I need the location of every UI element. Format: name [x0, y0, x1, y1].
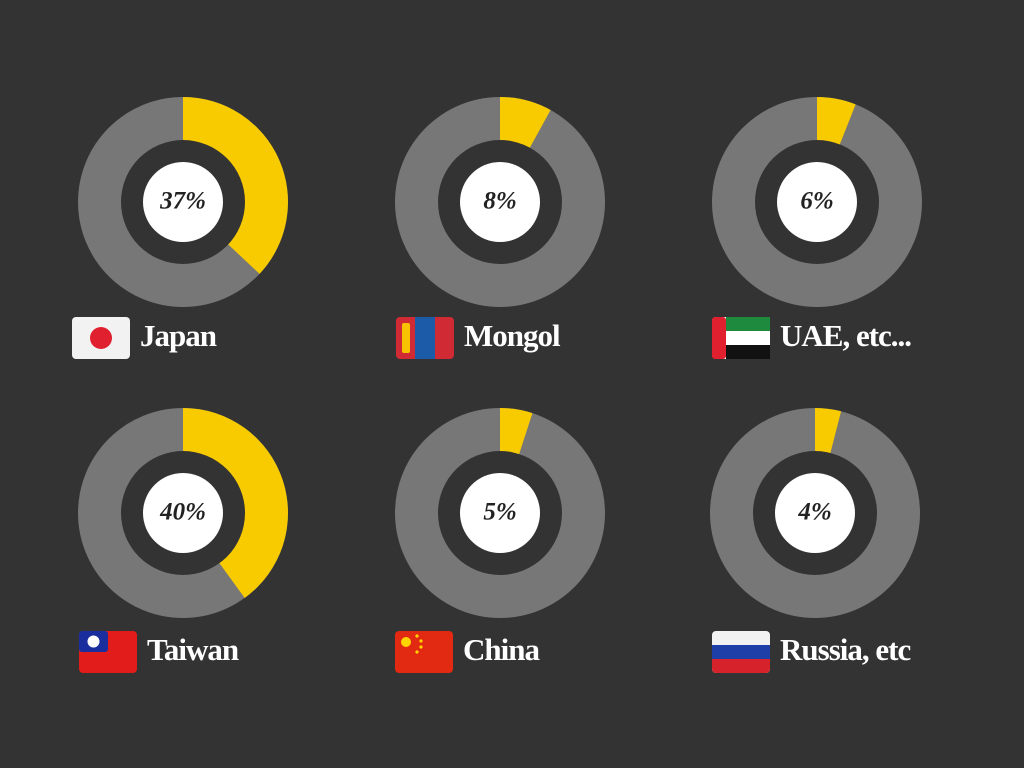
value-label: 4% [797, 499, 831, 526]
value-label: 37% [159, 188, 206, 215]
category-label: China [463, 632, 540, 667]
flag-band [726, 345, 770, 359]
value-label: 8% [483, 188, 516, 215]
center-disc [775, 473, 855, 553]
flag-sun [87, 635, 100, 648]
category-label: Mongol [464, 318, 561, 353]
value-label: 5% [483, 499, 516, 526]
flag-field [395, 631, 453, 673]
flag-emblem [402, 323, 410, 353]
flag-star [419, 645, 423, 649]
category-label: Japan [140, 318, 217, 353]
value-label: 6% [800, 188, 833, 215]
center-disc [777, 162, 857, 242]
flag-band [726, 317, 770, 331]
flag-band [415, 317, 435, 359]
flag [395, 631, 453, 673]
value-label: 40% [159, 499, 206, 526]
flag-star [419, 639, 423, 643]
center-disc [143, 162, 223, 242]
flag [72, 317, 130, 359]
center-disc [143, 473, 223, 553]
center-disc [460, 473, 540, 553]
flag-band [712, 317, 726, 359]
flag [396, 317, 454, 359]
flag-band [712, 659, 770, 673]
category-label: Russia, etc [780, 632, 910, 667]
flag-disc [90, 327, 112, 349]
flag-star [415, 650, 419, 654]
center-disc [460, 162, 540, 242]
flag [712, 631, 770, 673]
flag-star [401, 637, 411, 647]
category-label: UAE, etc... [780, 318, 911, 353]
flag-star [415, 634, 419, 638]
flag [712, 317, 770, 359]
flag [79, 631, 137, 673]
category-label: Taiwan [147, 632, 239, 667]
flag-band [712, 645, 770, 659]
